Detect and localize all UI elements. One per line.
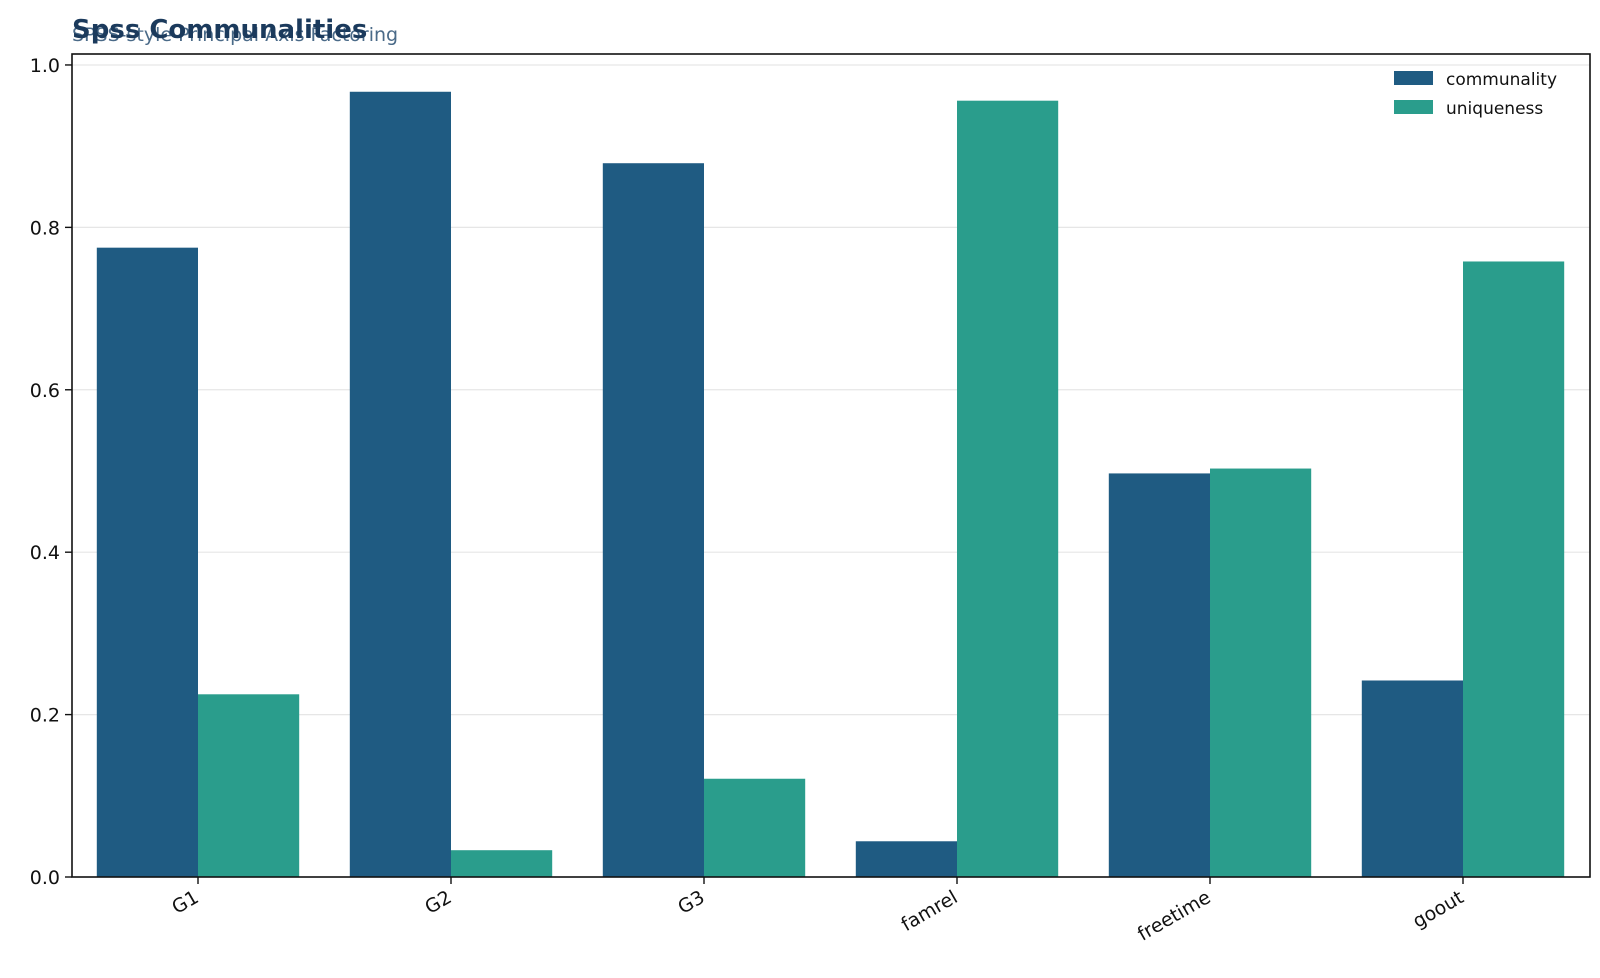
y-tick-label: 1.0	[30, 55, 60, 77]
x-tick-label: goout	[1409, 886, 1467, 932]
bar-uniqueness-G1	[198, 694, 300, 877]
grid	[72, 64, 1590, 716]
legend-label-uniqueness: uniqueness	[1446, 99, 1543, 119]
bar-uniqueness-freetime	[1210, 468, 1312, 877]
x-tick-label: freetime	[1134, 886, 1215, 945]
x-tick-label: famrel	[897, 886, 961, 936]
bar-uniqueness-G2	[451, 850, 553, 877]
bar-uniqueness-famrel	[957, 100, 1059, 878]
y-tick-label: 0.4	[30, 542, 60, 564]
legend-swatch-communality	[1394, 71, 1433, 85]
x-tick-label: G3	[674, 886, 708, 918]
y-tick-label: 0.6	[30, 380, 60, 402]
bars	[96, 91, 1565, 878]
bar-communality-G1	[96, 247, 198, 877]
chart-subtitle: SPSS-style Principal Axis Factoring	[72, 24, 398, 46]
bar-communality-G3	[602, 163, 704, 877]
y-tick-label: 0.2	[30, 705, 60, 727]
bar-communality-freetime	[1108, 473, 1210, 877]
x-tick-label: G1	[168, 886, 202, 918]
plot-frame	[71, 53, 1591, 878]
bar-communality-goout	[1361, 680, 1463, 877]
x-tick-label: G2	[421, 886, 455, 918]
legend-label-communality: communality	[1446, 70, 1557, 90]
y-tick-label: 0.8	[30, 217, 60, 239]
bar-communality-famrel	[855, 841, 957, 877]
bar-communality-G2	[349, 91, 451, 877]
chart-title: Spss Communalities	[72, 15, 367, 45]
bar-uniqueness-G3	[704, 778, 806, 877]
legend: communality uniqueness	[1394, 70, 1557, 119]
legend-swatch-uniqueness	[1394, 100, 1433, 114]
y-tick-label: 0.0	[30, 867, 60, 889]
bar-uniqueness-goout	[1463, 261, 1565, 877]
